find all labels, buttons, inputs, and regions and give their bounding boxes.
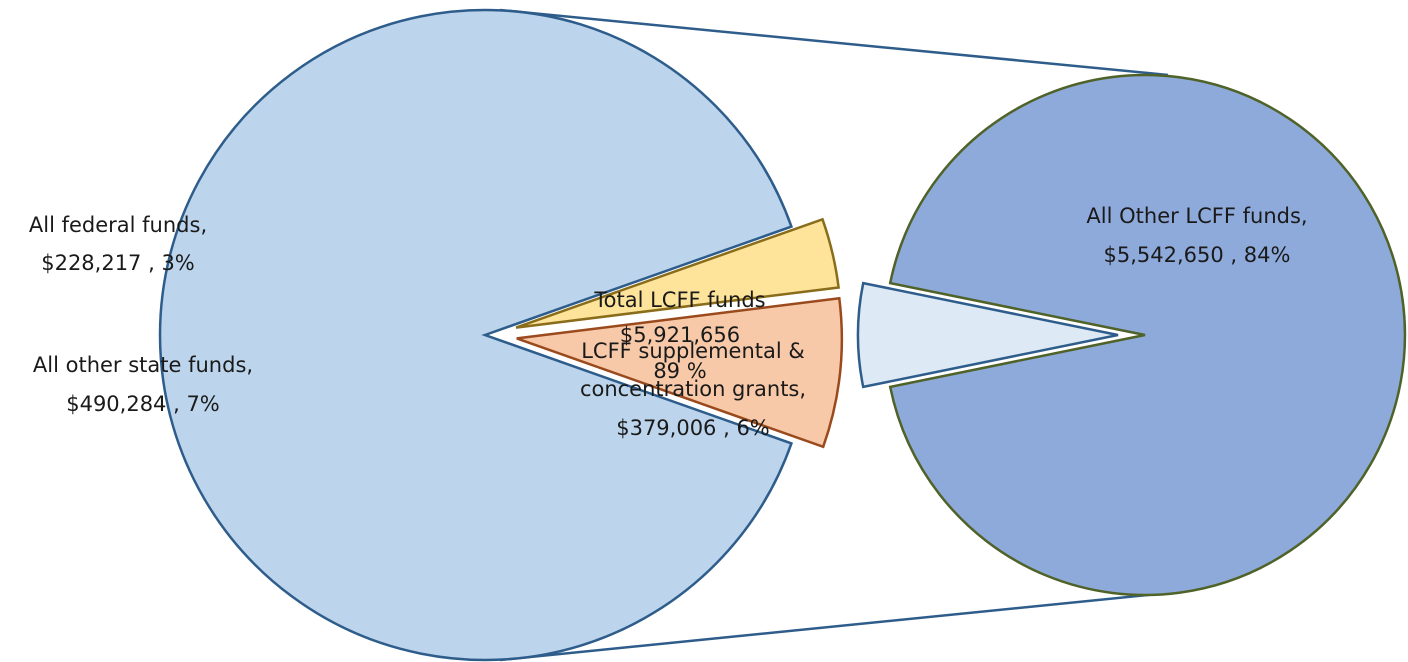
slice-all-other-lcff-funds (888, 73, 1407, 597)
connector-line-top (499, 8, 1169, 77)
label-federal-name: All federal funds, (29, 213, 207, 237)
label-total-lcff-value: $5,921,656 (620, 323, 740, 347)
label-supplemental-line2: concentration grants, (580, 377, 806, 401)
slice-all-federal-funds (515, 217, 840, 329)
slice-total-lcff-funds (158, 8, 793, 662)
slice-lcff-supplemental-concentration-grants (856, 281, 1119, 389)
label-total-lcff-percent: 89 % (653, 359, 706, 383)
label-state-value: $490,284 , 7% (66, 392, 220, 416)
connector-line-bottom (499, 591, 1169, 662)
label-other-lcff-value: $5,542,650 , 84% (1104, 243, 1291, 267)
label-supplemental-value: $379,006 , 6% (616, 416, 770, 440)
slice-all-other-state-funds (516, 296, 844, 449)
label-total-lcff-name: Total LCFF funds (593, 288, 765, 312)
label-federal-value: $228,217 , 3% (41, 251, 195, 275)
label-supplemental-line1: LCFF supplemental & (581, 339, 805, 363)
label-state-name: All other state funds, (33, 353, 253, 377)
label-other-lcff-name: All Other LCFF funds, (1086, 204, 1307, 228)
